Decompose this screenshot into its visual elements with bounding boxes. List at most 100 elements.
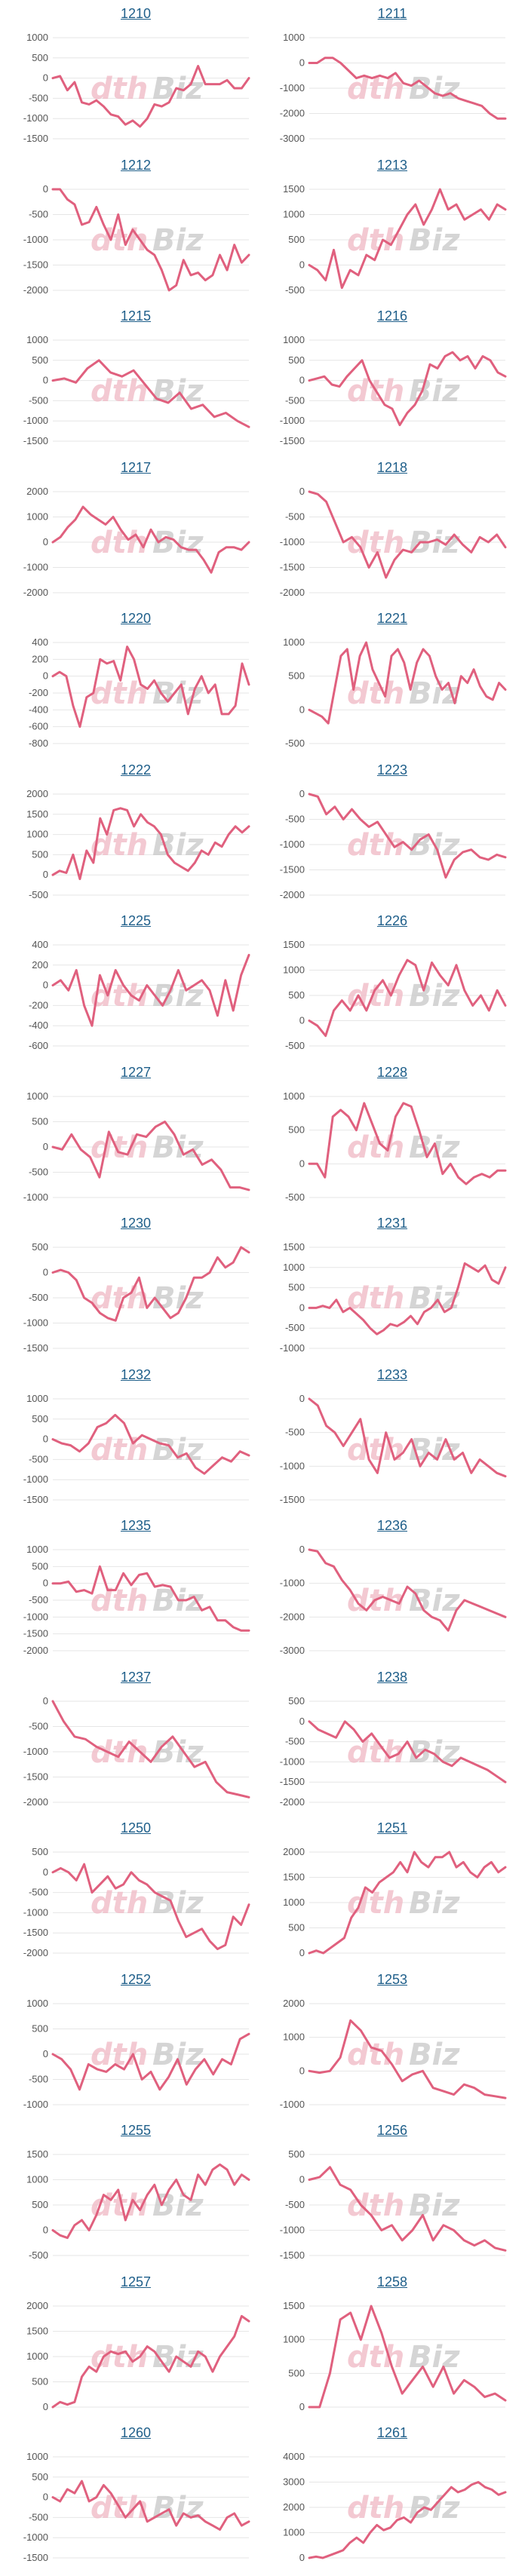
chart-svg: 2000 1500 1000 500 0 dth Biz xyxy=(283,1846,507,1958)
chart-panel-1258: 1258 1500 1000 500 0 dth Biz xyxy=(264,2274,520,2425)
chart-title-link[interactable]: 1232 xyxy=(120,1366,152,1382)
watermark-part2: Biz xyxy=(409,374,460,409)
chart-title-link[interactable]: 1217 xyxy=(120,459,152,475)
y-tick-label: -2000 xyxy=(23,1947,48,1958)
watermark-part1: dth xyxy=(91,374,148,409)
chart-title-link[interactable]: 1221 xyxy=(376,611,408,626)
y-tick-label: -1000 xyxy=(23,1317,48,1329)
chart-title-link[interactable]: 1230 xyxy=(120,1216,152,1231)
y-tick-label: 500 xyxy=(32,2022,48,2034)
watermark-part2: Biz xyxy=(152,1886,204,1921)
y-tick-label: -2000 xyxy=(23,587,48,598)
chart-title-link[interactable]: 1250 xyxy=(120,1820,152,1835)
y-tick-label: -500 xyxy=(29,2511,48,2522)
chart-title-link[interactable]: 1235 xyxy=(120,1518,152,1533)
chart-title-link[interactable]: 1228 xyxy=(376,1064,408,1080)
chart-title-link[interactable]: 1255 xyxy=(120,2123,152,2138)
watermark-part2: Biz xyxy=(409,2188,460,2223)
chart-title-link[interactable]: 1222 xyxy=(120,762,152,777)
chart-title-link[interactable]: 1238 xyxy=(376,1669,408,1685)
chart-title-link[interactable]: 1218 xyxy=(376,459,408,475)
series-line xyxy=(51,188,250,291)
chart-svg: 500 0 -500 -1000 -1500 dth Biz xyxy=(280,2148,507,2261)
chart-title-link[interactable]: 1236 xyxy=(376,1518,408,1533)
series-line xyxy=(308,57,507,120)
chart-title-link[interactable]: 1213 xyxy=(376,157,408,173)
y-tick-label: 0 xyxy=(299,1393,305,1404)
y-tick-label: -500 xyxy=(285,2199,305,2210)
chart-title-link[interactable]: 1231 xyxy=(376,1216,408,1231)
chart-panel-1255: 1255 1500 1000 500 0 -500 dth Biz xyxy=(8,2123,264,2274)
y-tick-label: -1000 xyxy=(23,2099,48,2110)
y-tick-label: -1000 xyxy=(23,415,48,426)
y-tick-label: -1000 xyxy=(280,1342,305,1354)
chart-title-link[interactable]: 1251 xyxy=(376,1820,408,1835)
chart-title-link[interactable]: 1212 xyxy=(120,157,152,173)
y-tick-label: -1000 xyxy=(280,2099,305,2110)
series-line xyxy=(51,2032,250,2090)
y-tick-label: 500 xyxy=(288,2148,305,2160)
series-line xyxy=(51,2163,250,2240)
y-tick-label: 1000 xyxy=(26,2451,48,2462)
y-tick-label: 1000 xyxy=(26,1090,48,1102)
chart-panel-1227: 1227 1000 500 0 -500 -1000 dth Biz xyxy=(8,1065,264,1216)
y-tick-label: -1500 xyxy=(280,863,305,875)
chart-title-link[interactable]: 1253 xyxy=(376,1971,408,1987)
chart-title-link[interactable]: 1220 xyxy=(120,611,152,626)
y-tick-label: 0 xyxy=(299,2065,305,2076)
y-tick-label: -500 xyxy=(29,208,48,219)
chart-title-link[interactable]: 1261 xyxy=(376,2425,408,2440)
series-line xyxy=(308,188,507,289)
chart-title-link[interactable]: 1233 xyxy=(376,1366,408,1382)
chart-panel-1225: 1225 400 200 0 -200 -400 -600 dth Biz xyxy=(8,913,264,1064)
watermark-part1: dth xyxy=(91,676,148,711)
chart-panel-1211: 1211 1000 0 -1000 -2000 -3000 dth Biz xyxy=(264,6,520,157)
chart-title-link[interactable]: 1223 xyxy=(376,762,408,777)
chart-title-link[interactable]: 1237 xyxy=(120,1669,152,1685)
y-tick-label: 1000 xyxy=(283,2031,305,2042)
y-tick-label: 0 xyxy=(43,183,48,195)
y-tick-label: 0 xyxy=(299,486,305,497)
chart-title-link[interactable]: 1225 xyxy=(120,913,152,928)
watermark-part1: dth xyxy=(91,1735,148,1770)
y-tick-label: -500 xyxy=(29,2249,48,2261)
y-tick-label: 0 xyxy=(299,259,305,270)
y-tick-label: -500 xyxy=(29,394,48,406)
chart-title-link[interactable]: 1216 xyxy=(376,308,408,324)
chart-svg: 500 0 -500 -1000 -1500 -2000 dth Biz xyxy=(23,1846,250,1958)
y-tick-label: -500 xyxy=(285,1191,305,1203)
watermark-part1: dth xyxy=(91,1584,148,1618)
y-tick-label: -200 xyxy=(29,687,48,698)
y-tick-label: -1500 xyxy=(280,435,305,446)
chart-title-link[interactable]: 1257 xyxy=(120,2274,152,2289)
series-line xyxy=(308,490,507,578)
chart-title-link[interactable]: 1211 xyxy=(377,6,407,21)
y-tick-label: 1000 xyxy=(283,32,305,43)
y-tick-label: -1000 xyxy=(280,536,305,547)
y-tick-label: 1000 xyxy=(283,2527,305,2538)
chart-title-link[interactable]: 1215 xyxy=(120,308,152,324)
y-tick-label: 0 xyxy=(299,1015,305,1026)
y-tick-label: -500 xyxy=(29,889,48,900)
y-tick-label: 0 xyxy=(299,2174,305,2185)
y-tick-label: 1500 xyxy=(26,2148,48,2160)
chart-title-link[interactable]: 1260 xyxy=(120,2425,152,2440)
chart-title-link[interactable]: 1210 xyxy=(120,6,152,21)
chart-panel-1237: 1237 0 -500 -1000 -1500 -2000 dth Biz xyxy=(8,1670,264,1820)
watermark-part1: dth xyxy=(347,1886,404,1921)
chart-title-link[interactable]: 1258 xyxy=(376,2274,408,2289)
y-tick-label: 0 xyxy=(43,1267,48,1278)
chart-title-link[interactable]: 1226 xyxy=(376,913,408,928)
watermark-part2: Biz xyxy=(409,526,460,560)
y-tick-label: 0 xyxy=(299,1302,305,1313)
series-line xyxy=(308,1851,507,1955)
chart-title-link[interactable]: 1252 xyxy=(120,1971,152,1987)
chart-title-link[interactable]: 1256 xyxy=(376,2123,408,2138)
chart-title-link[interactable]: 1227 xyxy=(120,1064,152,1080)
